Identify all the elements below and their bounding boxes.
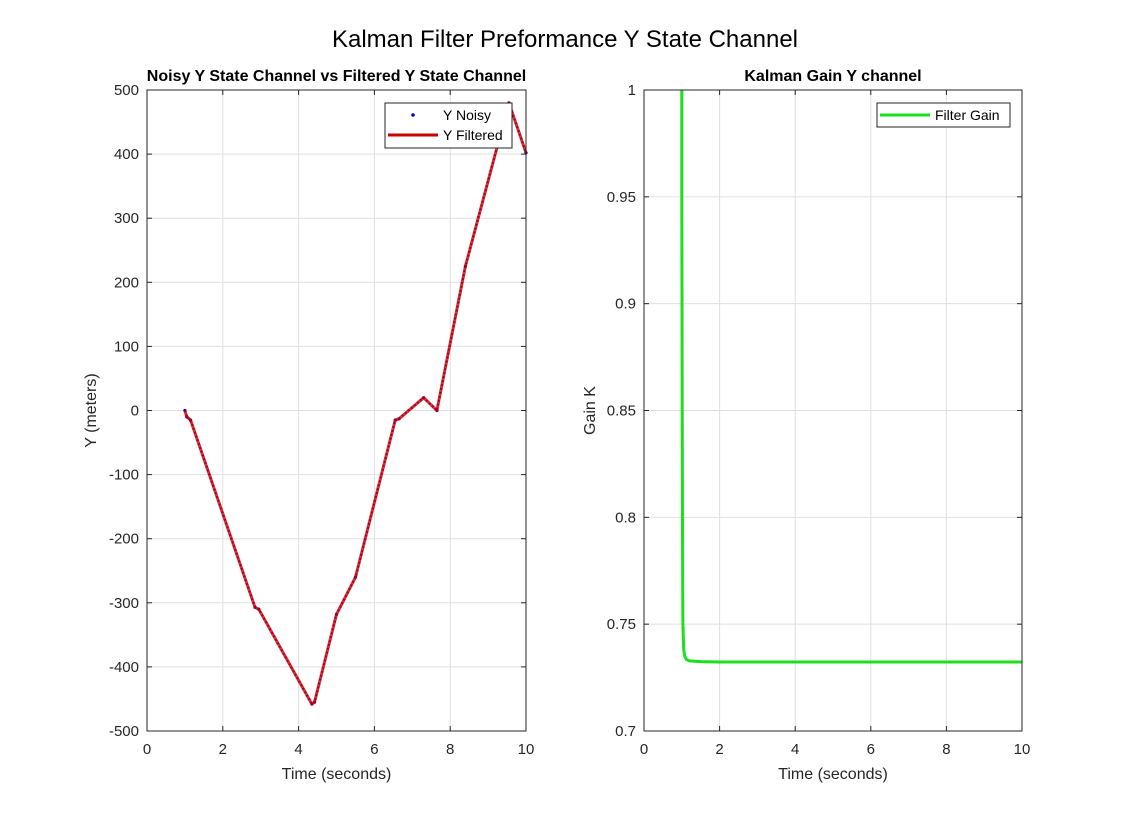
y-tick-label: 0 xyxy=(131,403,139,420)
x-axis-label: Time (seconds) xyxy=(282,766,392,783)
x-tick-label: 6 xyxy=(867,741,875,758)
y-tick-label: -500 xyxy=(109,723,139,740)
y-tick-label: 300 xyxy=(114,210,139,227)
y-tick-label: 0.8 xyxy=(615,509,636,526)
series-y-filtered-line xyxy=(183,101,528,706)
y-tick-label: -100 xyxy=(109,467,139,484)
y-tick-label: 0.95 xyxy=(607,189,636,206)
x-tick-label: 10 xyxy=(1014,741,1031,758)
legend-label: Y Noisy xyxy=(443,107,491,123)
series-filter-gain-line xyxy=(680,90,1022,664)
y-axis-label: Y (meters) xyxy=(83,373,100,447)
legend-label: Y Filtered xyxy=(443,127,503,143)
x-tick-label: 8 xyxy=(942,741,950,758)
x-tick-label: 0 xyxy=(640,741,648,758)
left-axes: 0 2 4 6 8 10 -500 -400 -300 -200 -100 0 100 200 300 400… xyxy=(83,68,534,783)
legend: Y Noisy Y Filtered xyxy=(384,102,513,149)
y-tick-label: 400 xyxy=(114,146,139,163)
y-tick-label: 0.9 xyxy=(615,296,636,313)
y-tick-label: 1 xyxy=(628,82,636,99)
y-tick-label: -400 xyxy=(109,659,139,676)
y-tick-label: 500 xyxy=(114,82,139,99)
legend-label: Filter Gain xyxy=(935,107,1000,123)
x-axis-label: Time (seconds) xyxy=(778,766,888,783)
x-tick-label: 2 xyxy=(715,741,723,758)
axes-title: Noisy Y State Channel vs Filtered Y Stat… xyxy=(147,68,526,85)
y-tick-label: -200 xyxy=(109,531,139,548)
x-tick-label: 4 xyxy=(294,741,302,758)
y-tick-label: 0.7 xyxy=(615,723,636,740)
legend: Filter Gain xyxy=(876,102,1011,128)
x-tick-label: 4 xyxy=(791,741,799,758)
x-tick-label: 6 xyxy=(370,741,378,758)
y-axis-label: Gain K xyxy=(582,386,599,435)
legend-box xyxy=(384,102,513,149)
x-tick-label: 0 xyxy=(143,741,151,758)
x-tick-label: 2 xyxy=(219,741,227,758)
right-axes: 0 2 4 6 8 10 0.7 0.75 0.8 0.85 0.9 0.95 1 Kalman Gain… xyxy=(582,68,1030,783)
y-tick-label: 100 xyxy=(114,338,139,355)
y-tick-label: 0.85 xyxy=(607,403,636,420)
y-tick-label: 0.75 xyxy=(607,616,636,633)
axes-title: Kalman Gain Y channel xyxy=(744,68,921,85)
legend-marker xyxy=(411,113,415,117)
figure-title: Kalman Filter Preformance Y State Channe… xyxy=(332,26,798,53)
x-tick-label: 8 xyxy=(446,741,454,758)
y-tick-label: -300 xyxy=(109,595,139,612)
y-tick-label: 200 xyxy=(114,274,139,291)
x-tick-label: 10 xyxy=(518,741,535,758)
